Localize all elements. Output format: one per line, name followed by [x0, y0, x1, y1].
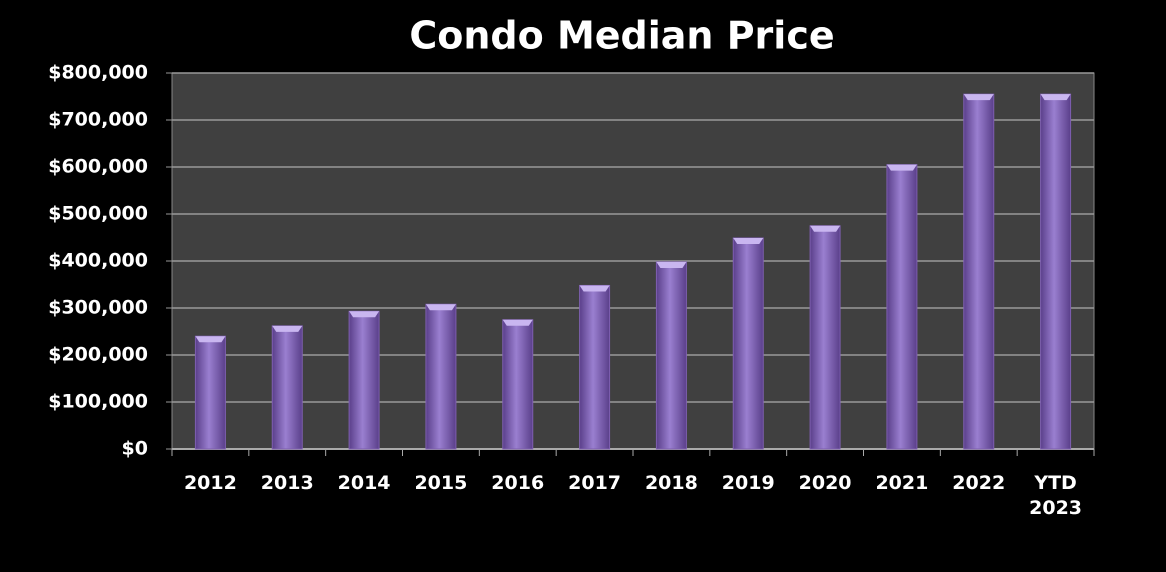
y-tick-label: $0	[122, 438, 148, 460]
x-tick-label: YTD 2023	[1029, 472, 1083, 519]
x-tick-label: 2018	[644, 472, 698, 494]
bar	[963, 93, 995, 450]
bar-cap	[349, 311, 380, 318]
bar-cap	[886, 164, 917, 171]
y-tick-label: $300,000	[48, 297, 148, 319]
chart-title: Condo Median Price	[409, 14, 834, 58]
bar-cap	[272, 325, 303, 332]
y-tick-label: $400,000	[48, 250, 148, 272]
x-tick-label: 2013	[260, 472, 314, 494]
bar-cap	[810, 225, 841, 232]
bar-cap	[656, 261, 687, 268]
bar-cap	[195, 336, 226, 343]
x-tick-label: 2012	[183, 472, 237, 494]
bar	[348, 310, 380, 450]
x-tick-label: 2016	[491, 472, 545, 494]
bar	[271, 325, 303, 450]
x-tick-label: 2015	[414, 472, 468, 494]
y-tick-label: $200,000	[48, 344, 148, 366]
y-tick-label: $100,000	[48, 391, 148, 413]
bar-cap	[963, 94, 994, 101]
bar	[194, 335, 226, 450]
x-tick-label: 2017	[568, 472, 622, 494]
y-tick-label: $800,000	[48, 62, 148, 84]
bar	[1040, 93, 1072, 450]
bar-cap	[502, 319, 533, 326]
x-tick-label: 2014	[337, 472, 391, 494]
bar	[886, 164, 918, 450]
bar	[655, 261, 687, 450]
x-tick-label: 2020	[798, 472, 852, 494]
x-tick-label: 2022	[952, 472, 1006, 494]
bar	[809, 225, 841, 450]
bar-cap	[425, 304, 456, 311]
bar	[732, 237, 764, 450]
bar	[579, 284, 611, 450]
y-tick-label: $600,000	[48, 156, 148, 178]
bar	[502, 319, 534, 450]
bar-cap	[579, 285, 610, 292]
bar-cap	[733, 237, 764, 244]
y-tick-label: $500,000	[48, 203, 148, 225]
bar-cap	[1040, 94, 1071, 101]
y-tick-label: $700,000	[48, 109, 148, 131]
x-tick-label: 2021	[875, 472, 929, 494]
x-tick-label: 2019	[721, 472, 775, 494]
bar	[425, 303, 457, 450]
